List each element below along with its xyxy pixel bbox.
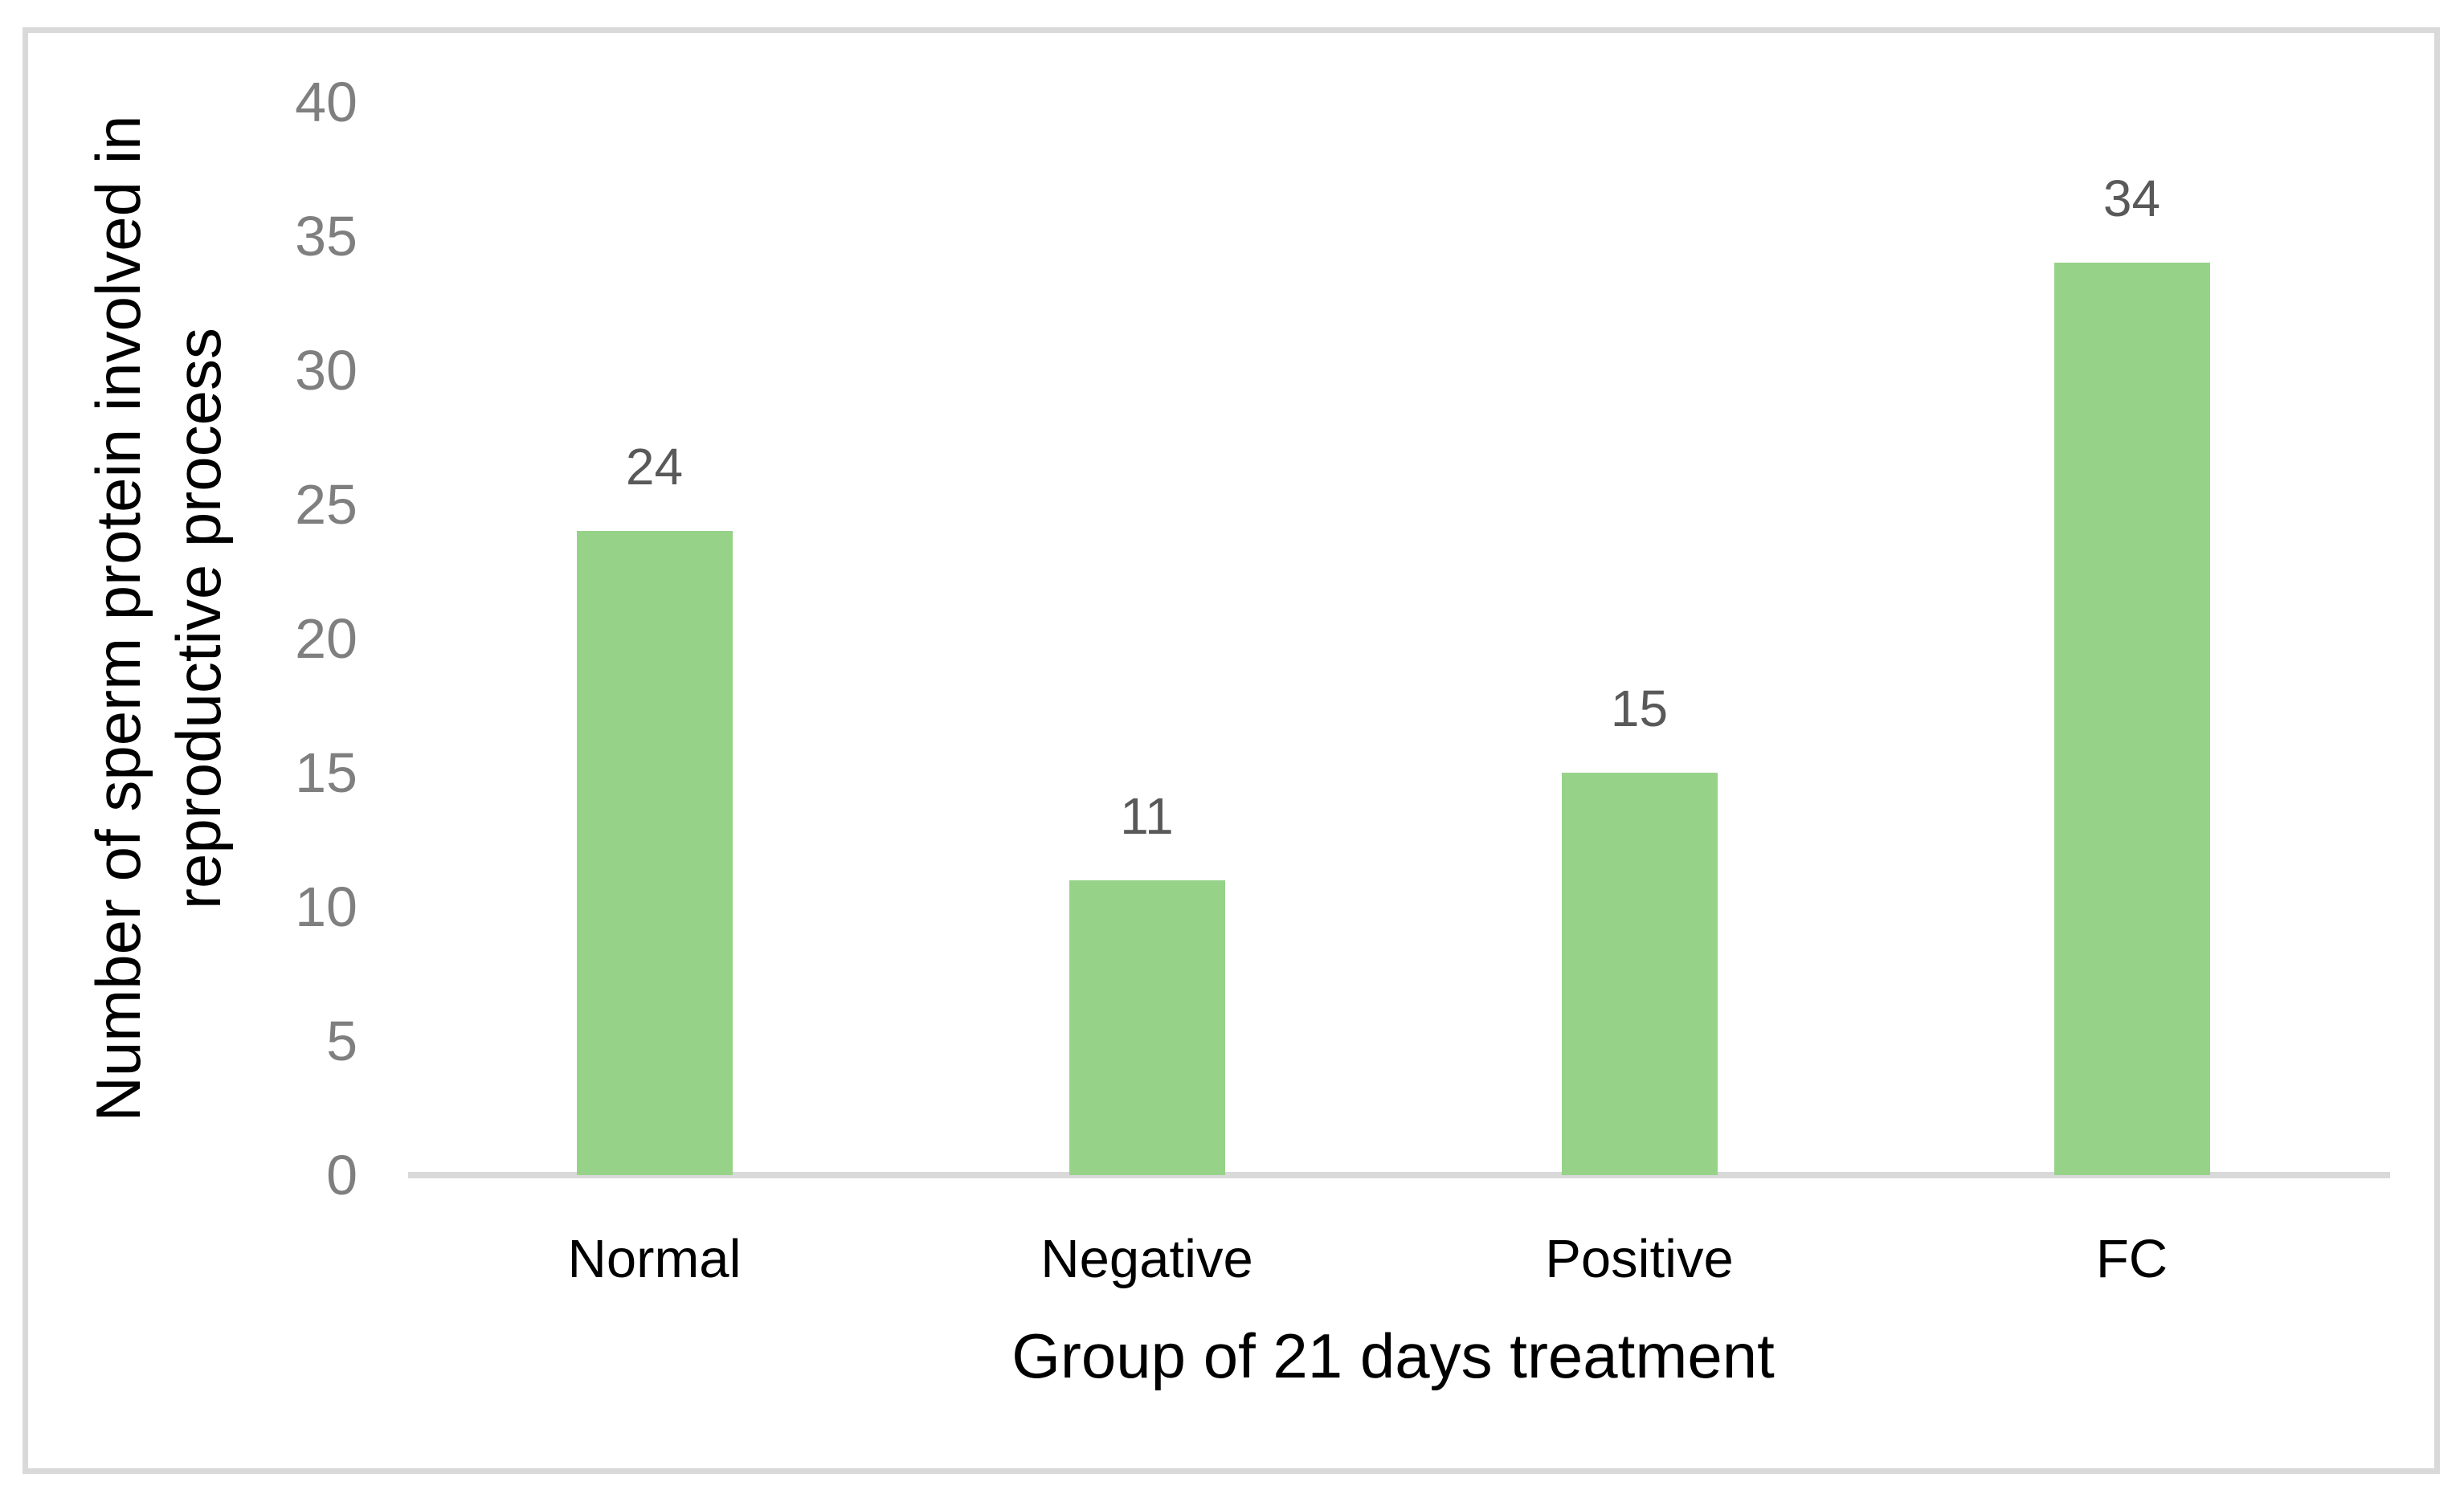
y-tick-label: 5	[326, 1010, 358, 1072]
x-axis-title: Group of 21 days treatment	[1011, 1320, 1775, 1391]
category-label-positive: Positive	[1545, 1229, 1734, 1289]
bar-fc	[2053, 263, 2210, 1175]
bar-value-label: 11	[1120, 786, 1174, 845]
x-axis-line	[408, 1172, 2390, 1178]
category-label-negative: Negative	[1040, 1229, 1253, 1289]
y-tick-label: 15	[295, 741, 358, 804]
y-tick-label: 20	[295, 607, 358, 670]
bar-positive	[1561, 773, 1718, 1175]
chart-frame	[22, 27, 2440, 1474]
category-label-normal: Normal	[567, 1229, 742, 1289]
y-tick-label: 25	[295, 473, 358, 536]
bar-value-label: 24	[625, 438, 684, 496]
bar-value-label: 34	[2102, 169, 2161, 228]
bar-negative	[1069, 880, 1225, 1175]
category-label-fc: FC	[2095, 1229, 2168, 1289]
bar-normal	[576, 531, 733, 1175]
y-tick-label: 35	[295, 205, 358, 267]
y-tick-label: 40	[295, 71, 358, 133]
y-tick-label: 30	[295, 339, 358, 402]
y-tick-label: 0	[326, 1144, 358, 1206]
y-tick-label: 10	[295, 876, 358, 938]
bar-value-label: 15	[1610, 680, 1669, 737]
